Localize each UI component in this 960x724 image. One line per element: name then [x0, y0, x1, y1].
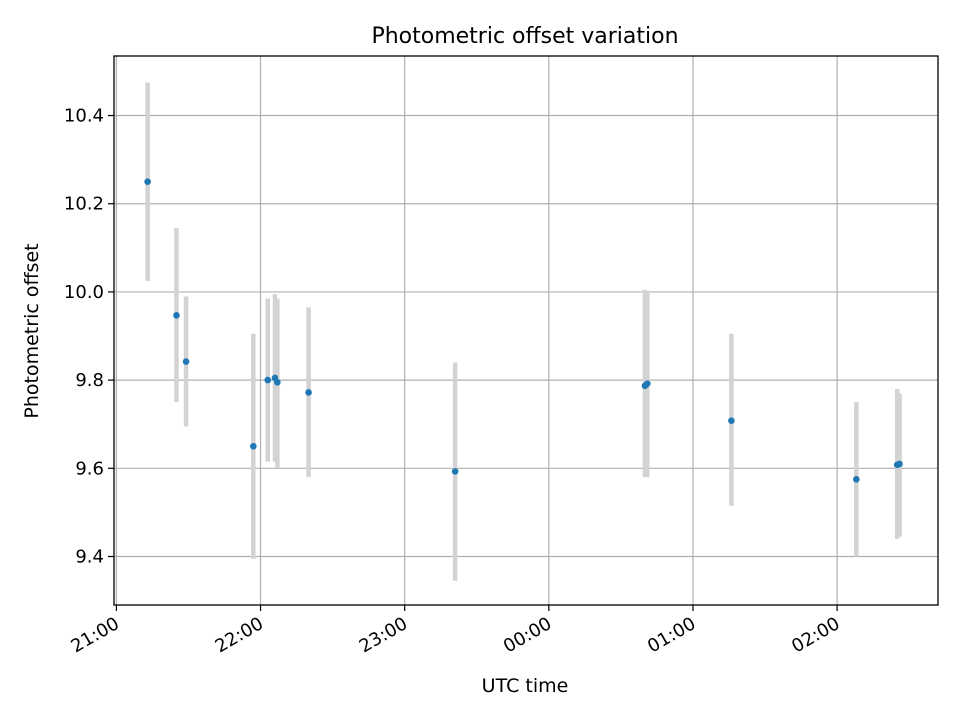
- chart-title: Photometric offset variation: [371, 24, 678, 49]
- y-tick-label: 9.8: [75, 370, 104, 391]
- data-point: [182, 358, 190, 365]
- x-tick-label: 01:00: [644, 613, 699, 657]
- y-tick-label: 10.0: [64, 282, 104, 303]
- y-tick-label: 9.6: [75, 458, 104, 479]
- y-axis-label: Photometric offset: [21, 243, 43, 418]
- y-tick-label: 10.2: [64, 194, 104, 215]
- data-point: [250, 442, 257, 450]
- data-point: [853, 476, 860, 483]
- data-point: [264, 376, 272, 384]
- x-tick-label: 23:00: [356, 613, 411, 657]
- x-tick-label: 22:00: [212, 613, 267, 657]
- plot-area-frame: [113, 55, 939, 606]
- data-point: [274, 379, 281, 386]
- data-point: [451, 468, 459, 475]
- y-tick-label: 10.4: [64, 106, 104, 127]
- data-points: [144, 178, 903, 483]
- grid-lines: [114, 56, 938, 605]
- x-tick-label: 02:00: [788, 613, 843, 657]
- data-point: [144, 178, 151, 185]
- data-point: [728, 417, 735, 424]
- x-axis-ticks: 21:00 22:00 23:00 00:00 01:00 02:00: [67, 605, 844, 657]
- data-point: [896, 460, 903, 468]
- y-axis-ticks: 9.4 9.6 9.8 10.0 10.2 10.4: [64, 106, 114, 567]
- data-point: [644, 380, 651, 387]
- x-tick-label: 21:00: [67, 613, 122, 657]
- y-tick-label: 9.4: [75, 546, 104, 567]
- data-point: [173, 311, 180, 319]
- x-axis-label: UTC time: [482, 675, 569, 697]
- x-tick-label: 00:00: [500, 613, 555, 657]
- data-point: [305, 389, 312, 396]
